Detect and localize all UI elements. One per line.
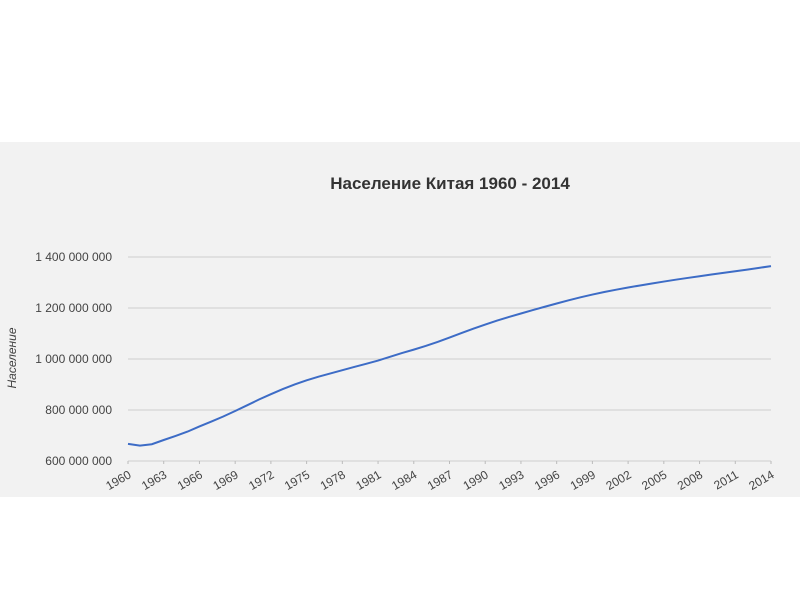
y-tick-label: 800 000 000 <box>45 403 112 417</box>
y-tick-label: 1 000 000 000 <box>35 352 112 366</box>
data-line <box>127 265 772 447</box>
y-axis-label: Население <box>5 327 19 388</box>
y-tick-label: 600 000 000 <box>45 454 112 468</box>
y-tick-label: 1 200 000 000 <box>35 301 112 315</box>
chart-background <box>0 142 800 497</box>
chart-title: Население Китая 1960 - 2014 <box>330 174 570 193</box>
y-tick-label: 1 400 000 000 <box>35 250 112 264</box>
